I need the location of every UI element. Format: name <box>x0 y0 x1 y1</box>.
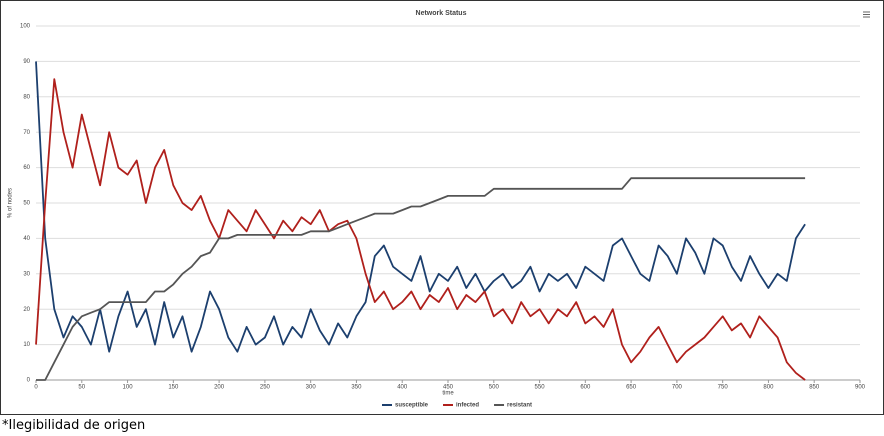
y-tick-label: 70 <box>23 130 30 136</box>
y-tick-label: 60 <box>23 165 30 171</box>
y-axis-label: % of nodes <box>8 188 14 218</box>
series-line <box>35 78 806 381</box>
x-tick-label: 200 <box>214 385 225 391</box>
x-tick-label: 350 <box>351 385 362 391</box>
y-tick-label: 40 <box>23 236 30 242</box>
x-tick-label: 700 <box>672 385 683 391</box>
x-tick-label: 150 <box>168 385 179 391</box>
y-tick-label: 80 <box>23 94 30 100</box>
y-tick-label: 90 <box>23 59 30 65</box>
x-tick-label: 900 <box>855 385 866 391</box>
y-tick-label: 50 <box>23 201 30 207</box>
x-tick-label: 550 <box>535 385 546 391</box>
y-tick-label: 20 <box>23 307 30 313</box>
x-tick-label: 800 <box>763 385 774 391</box>
x-axis-label: time <box>442 391 454 397</box>
y-tick-label: 0 <box>27 378 31 384</box>
legend-label: susceptible <box>395 403 429 409</box>
legend-label: resistant <box>507 403 532 409</box>
y-tick-label: 100 <box>20 24 31 30</box>
chart-title: Network Status <box>416 10 467 17</box>
x-tick-label: 650 <box>626 385 637 391</box>
x-tick-label: 750 <box>718 385 729 391</box>
chart: Network Status % of nodes time 0 10 20 30 40… <box>8 10 870 409</box>
x-tick-label: 450 <box>443 385 454 391</box>
x-tick-label: 0 <box>34 385 38 391</box>
series-line <box>36 177 806 381</box>
y-tick-label: 10 <box>23 342 30 348</box>
x-tick-label: 850 <box>809 385 820 391</box>
legend-label: infected <box>456 403 479 409</box>
x-tick-label: 600 <box>580 385 591 391</box>
caption: *Ilegibilidad de origen <box>2 418 146 433</box>
x-tick-label: 300 <box>306 385 317 391</box>
x-tick-label: 100 <box>123 385 134 391</box>
x-tick-label: 500 <box>489 385 500 391</box>
x-tick-label: 250 <box>260 385 271 391</box>
y-tick-label: 30 <box>23 271 30 277</box>
x-tick-label: 400 <box>397 385 408 391</box>
x-tick-label: 50 <box>78 385 85 391</box>
menu-icon[interactable] <box>863 11 870 18</box>
series-line <box>35 61 806 353</box>
